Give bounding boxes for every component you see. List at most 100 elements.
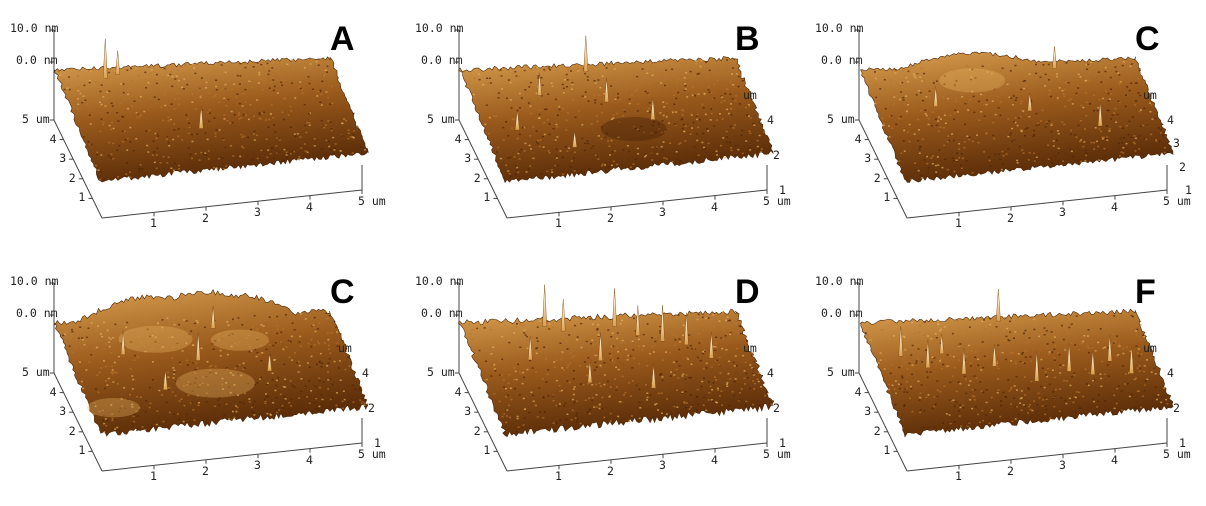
y-tick-label: 2 [69, 426, 76, 438]
right-tick-label: 1 [1185, 185, 1192, 197]
right-tick-label: 4 [362, 368, 369, 380]
right-tick-label: 2 [368, 403, 375, 415]
x-tick-label: 4 [711, 455, 718, 467]
x-tick-label: 3 [1059, 460, 1066, 472]
surface-topography [860, 309, 1173, 437]
z-zero-label: 0.0 nm [421, 55, 463, 67]
panel-letter: C [1135, 22, 1160, 56]
z-max-label: 10.0 nm [815, 276, 863, 288]
x-tick-label: 2 [607, 466, 614, 478]
x-tick-label: 4 [711, 202, 718, 214]
afm-panel-1: 10.0 nm 0.0 nm A 5 um 4 3 2 1 1 2 3 4 5 um [0, 0, 400, 253]
x-tick-label: 3 [659, 207, 666, 219]
y-tick-label: 1 [883, 445, 890, 457]
z-max-label: 10.0 nm [815, 23, 863, 35]
y-tick-label: 3 [59, 153, 66, 165]
right-unit-label: um [338, 343, 352, 355]
x-tick-label: 1 [955, 218, 962, 230]
z-zero-label: 0.0 nm [421, 308, 463, 320]
y-tick-label: 2 [474, 173, 481, 185]
right-tick-label: 4 [767, 368, 774, 380]
afm-panel-6: 10.0 nm 0.0 nm F 5 um 4 3 2 1 1 2 3 4 5 um 4 2 1 um [805, 253, 1205, 506]
z-max-label: 10.0 nm [10, 276, 58, 288]
y-tick-label: 5 um [827, 114, 855, 126]
panel-letter: B [735, 22, 760, 56]
right-tick-label: 2 [773, 150, 780, 162]
x-tick-label: 2 [1007, 466, 1014, 478]
right-unit-label: um [1143, 90, 1157, 102]
afm-panel-5: 10.0 nm 0.0 nm D 5 um 4 3 2 1 1 2 3 4 5 um 4 2 1 um [405, 253, 805, 506]
y-tick-label: 1 [78, 192, 85, 204]
x-tick-label: 4 [1111, 455, 1118, 467]
afm-panel-2: 10.0 nm 0.0 nm B 5 um 4 3 2 1 1 2 3 4 5 um 4 2 1 um [405, 0, 805, 253]
y-tick-label: 1 [78, 445, 85, 457]
y-tick-label: 4 [855, 134, 862, 146]
panel-letter: C [330, 275, 355, 309]
y-tick-label: 1 [483, 192, 490, 204]
surface-topography [458, 310, 774, 437]
x-tick-label: 2 [202, 466, 209, 478]
panel-letter: F [1135, 275, 1156, 309]
y-tick-label: 2 [69, 173, 76, 185]
x-tick-label: 3 [1059, 207, 1066, 219]
z-max-label: 10.0 nm [415, 23, 463, 35]
right-tick-label: 1 [374, 438, 381, 450]
surface-topography [860, 52, 1173, 182]
y-tick-label: 1 [883, 192, 890, 204]
x-tick-label: 5 um [358, 196, 386, 208]
z-zero-label: 0.0 nm [16, 55, 58, 67]
y-tick-label: 4 [50, 387, 57, 399]
right-tick-label: 1 [1179, 438, 1186, 450]
right-unit-label: um [743, 90, 757, 102]
right-tick-label: 2 [773, 403, 780, 415]
y-tick-label: 2 [474, 426, 481, 438]
y-tick-label: 4 [455, 387, 462, 399]
x-tick-label: 4 [306, 455, 313, 467]
z-max-label: 10.0 nm [415, 276, 463, 288]
right-tick-label: 3 [1173, 138, 1180, 150]
panel-letter: A [330, 22, 355, 56]
right-tick-label: 2 [1179, 162, 1186, 174]
right-tick-label: 4 [1167, 115, 1174, 127]
x-tick-label: 3 [659, 460, 666, 472]
right-tick-label: 4 [767, 115, 774, 127]
x-tick-label: 5 um [358, 449, 386, 461]
y-tick-label: 1 [483, 445, 490, 457]
x-tick-label: 3 [254, 460, 261, 472]
y-tick-label: 5 um [427, 114, 455, 126]
y-tick-label: 3 [864, 406, 871, 418]
y-tick-label: 3 [464, 406, 471, 418]
z-zero-label: 0.0 nm [821, 308, 863, 320]
right-tick-label: 1 [779, 438, 786, 450]
y-tick-label: 3 [59, 406, 66, 418]
x-tick-label: 1 [555, 471, 562, 483]
x-tick-label: 1 [955, 471, 962, 483]
x-tick-label: 5 um [763, 449, 791, 461]
y-tick-label: 5 um [427, 367, 455, 379]
right-tick-label: 4 [1167, 368, 1174, 380]
x-tick-label: 2 [607, 213, 614, 225]
x-tick-label: 5 um [1163, 449, 1191, 461]
y-tick-label: 3 [864, 153, 871, 165]
y-tick-label: 2 [874, 173, 881, 185]
right-unit-label: um [1143, 343, 1157, 355]
y-tick-label: 4 [855, 387, 862, 399]
panel-letter: D [735, 275, 760, 309]
y-tick-label: 2 [874, 426, 881, 438]
y-tick-label: 5 um [22, 114, 50, 126]
y-tick-label: 5 um [22, 367, 50, 379]
z-zero-label: 0.0 nm [16, 308, 58, 320]
right-tick-label: 2 [1173, 403, 1180, 415]
z-zero-label: 0.0 nm [821, 55, 863, 67]
x-tick-label: 5 um [1163, 196, 1191, 208]
y-tick-label: 4 [50, 134, 57, 146]
z-max-label: 10.0 nm [10, 23, 58, 35]
x-tick-label: 5 um [763, 196, 791, 208]
right-unit-label: um [743, 343, 757, 355]
afm-panel-4: 10.0 nm 0.0 nm C 5 um 4 3 2 1 1 2 3 4 5 um 4 2 1 um [0, 253, 400, 506]
x-tick-label: 1 [555, 218, 562, 230]
x-tick-label: 4 [1111, 202, 1118, 214]
y-tick-label: 3 [464, 153, 471, 165]
x-tick-label: 2 [1007, 213, 1014, 225]
afm-panel-3: 10.0 nm 0.0 nm C 5 um 4 3 2 1 1 2 3 4 5 um 4 3 2 1 um [805, 0, 1205, 253]
